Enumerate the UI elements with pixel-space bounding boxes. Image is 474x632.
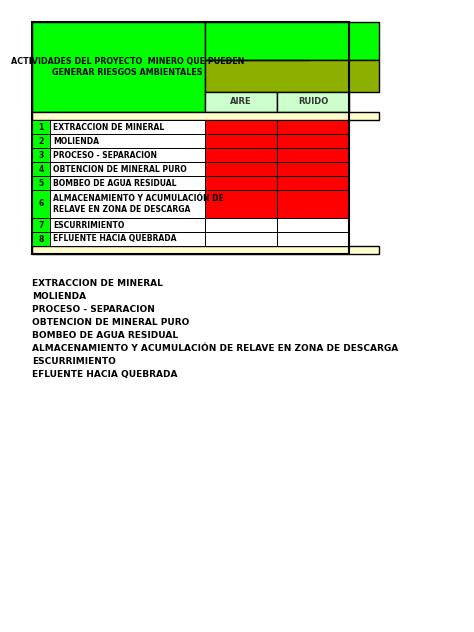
Bar	[32, 22, 349, 254]
Bar	[32, 232, 50, 246]
Bar	[205, 232, 277, 246]
Bar	[277, 218, 349, 232]
Bar	[32, 162, 50, 176]
Bar	[50, 232, 205, 246]
Bar	[205, 134, 277, 148]
Text: 8: 8	[38, 234, 44, 243]
Text: ESCURRIMIENTO: ESCURRIMIENTO	[32, 357, 116, 366]
Text: EFLUENTE HACIA QUEBRADA: EFLUENTE HACIA QUEBRADA	[53, 234, 176, 243]
Bar	[32, 176, 50, 190]
Text: EFLUENTE HACIA QUEBRADA: EFLUENTE HACIA QUEBRADA	[32, 370, 177, 379]
Text: ALMACENAMIENTO Y ACUMULACIÓN DE RELAVE EN ZONA DE DESCARGA: ALMACENAMIENTO Y ACUMULACIÓN DE RELAVE E…	[32, 344, 398, 353]
Bar	[277, 232, 349, 246]
Text: ACTIVIDADES DEL PROYECTO  MINERO QUE PUEDEN
GENERAR RIESGOS AMBIENTALES: ACTIVIDADES DEL PROYECTO MINERO QUE PUED…	[11, 58, 244, 76]
Text: ESCURRIMIENTO: ESCURRIMIENTO	[53, 221, 124, 229]
Bar	[32, 190, 50, 218]
Bar	[205, 60, 379, 92]
Bar	[50, 218, 205, 232]
Bar	[205, 22, 379, 60]
Bar	[32, 148, 50, 162]
Bar	[277, 148, 349, 162]
Bar	[277, 162, 349, 176]
Text: AIRE: AIRE	[230, 97, 252, 107]
Bar	[205, 218, 277, 232]
Text: EXTRACCION DE MINERAL: EXTRACCION DE MINERAL	[32, 279, 163, 288]
Bar	[277, 190, 349, 218]
Bar	[277, 120, 349, 134]
Text: OBTENCION DE MINERAL PURO: OBTENCION DE MINERAL PURO	[53, 164, 187, 174]
Bar	[32, 120, 50, 134]
Text: 1: 1	[38, 123, 44, 131]
Text: EXTRACCION DE MINERAL: EXTRACCION DE MINERAL	[53, 123, 164, 131]
Bar	[277, 92, 349, 112]
Bar	[50, 148, 205, 162]
Bar	[50, 134, 205, 148]
Text: 4: 4	[38, 164, 44, 174]
Bar	[32, 246, 379, 254]
Text: 2: 2	[38, 137, 44, 145]
Text: RUIDO: RUIDO	[298, 97, 328, 107]
Bar	[277, 134, 349, 148]
Bar	[205, 120, 277, 134]
Bar	[32, 134, 50, 148]
Bar	[50, 162, 205, 176]
Bar	[205, 190, 277, 218]
Text: PROCESO - SEPARACION: PROCESO - SEPARACION	[32, 305, 155, 314]
Bar	[32, 218, 50, 232]
Text: MOLIENDA: MOLIENDA	[53, 137, 99, 145]
Text: 5: 5	[38, 178, 44, 188]
Text: ALMACENAMIENTO Y ACUMULACIÓN DE
RELAVE EN ZONA DE DESCARGA: ALMACENAMIENTO Y ACUMULACIÓN DE RELAVE E…	[53, 194, 224, 214]
Bar	[32, 22, 205, 112]
Bar	[205, 148, 277, 162]
Bar	[277, 176, 349, 190]
Bar	[50, 176, 205, 190]
Text: BOMBEO DE AGUA RESIDUAL: BOMBEO DE AGUA RESIDUAL	[32, 331, 178, 340]
Text: 3: 3	[38, 150, 44, 159]
Text: MOLIENDA: MOLIENDA	[32, 292, 86, 301]
Bar	[205, 176, 277, 190]
Bar	[205, 92, 277, 112]
Bar	[205, 162, 277, 176]
Text: BOMBEO DE AGUA RESIDUAL: BOMBEO DE AGUA RESIDUAL	[53, 178, 176, 188]
Bar	[50, 190, 205, 218]
Text: PROCESO - SEPARACION: PROCESO - SEPARACION	[53, 150, 157, 159]
Bar	[32, 112, 379, 120]
Text: 7: 7	[38, 221, 44, 229]
Text: OBTENCION DE MINERAL PURO: OBTENCION DE MINERAL PURO	[32, 318, 190, 327]
Text: 6: 6	[38, 200, 44, 209]
Bar	[50, 120, 205, 134]
